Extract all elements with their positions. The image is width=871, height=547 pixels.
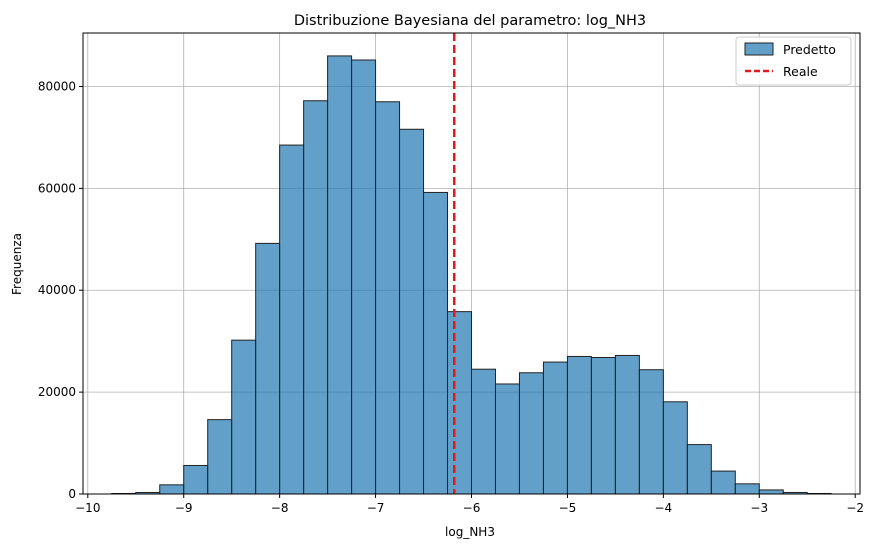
histogram-bar (566, 355, 592, 495)
y-axis-label: Frequenza (10, 233, 24, 295)
histogram-bar (303, 100, 329, 495)
histogram-bar (399, 128, 425, 495)
histogram-bar (159, 484, 185, 495)
histogram-bars (111, 55, 832, 495)
y-tick-label: 60000 (38, 181, 76, 195)
x-tick-label: −2 (846, 501, 864, 515)
histogram-bar (327, 55, 353, 495)
histogram-bar (471, 368, 496, 495)
histogram-bar (638, 369, 664, 495)
y-axis-ticks: 0 20000 40000 60000 80000 (38, 79, 83, 501)
histogram-bar (423, 191, 449, 495)
legend-label-reale: Reale (783, 64, 818, 79)
x-tick-label: −8 (271, 501, 289, 515)
y-tick-label: 0 (68, 487, 76, 501)
histogram-bar (255, 242, 281, 495)
histogram-bar (518, 372, 544, 495)
histogram-bar (231, 339, 257, 495)
x-tick-label: −5 (559, 501, 577, 515)
y-tick-label: 20000 (38, 385, 76, 399)
x-tick-label: −10 (75, 501, 100, 515)
histogram-bar (447, 311, 473, 495)
histogram-bar (351, 59, 377, 495)
x-tick-label: −3 (750, 501, 768, 515)
x-tick-label: −9 (175, 501, 193, 515)
x-tick-label: −7 (367, 501, 385, 515)
histogram-bar (279, 144, 305, 495)
legend: Predetto Reale (735, 36, 852, 86)
histogram-bar (686, 444, 712, 495)
histogram-bar (494, 383, 520, 495)
histogram-bar (734, 483, 760, 495)
x-tick-label: −6 (463, 501, 481, 515)
histogram-bar (614, 354, 640, 495)
legend-swatch-predetto (744, 42, 774, 56)
histogram-bar (183, 464, 209, 495)
histogram-bar (758, 489, 784, 495)
x-axis-label: log_NH3 (445, 525, 495, 539)
chart-title: Distribuzione Bayesiana del parametro: l… (294, 13, 646, 29)
histogram-bar (375, 101, 401, 495)
histogram-bar (662, 401, 688, 495)
histogram-bar (710, 470, 736, 495)
y-tick-label: 40000 (38, 283, 76, 297)
y-tick-label: 80000 (38, 79, 76, 93)
x-axis-ticks: −10 −9 −8 −7 −6 −5 −4 −3 −2 (75, 494, 864, 515)
legend-label-predetto: Predetto (783, 42, 836, 57)
histogram-bar (542, 361, 568, 495)
x-tick-label: −4 (655, 501, 673, 515)
histogram-bar (590, 356, 616, 495)
histogram-bar (207, 419, 233, 495)
